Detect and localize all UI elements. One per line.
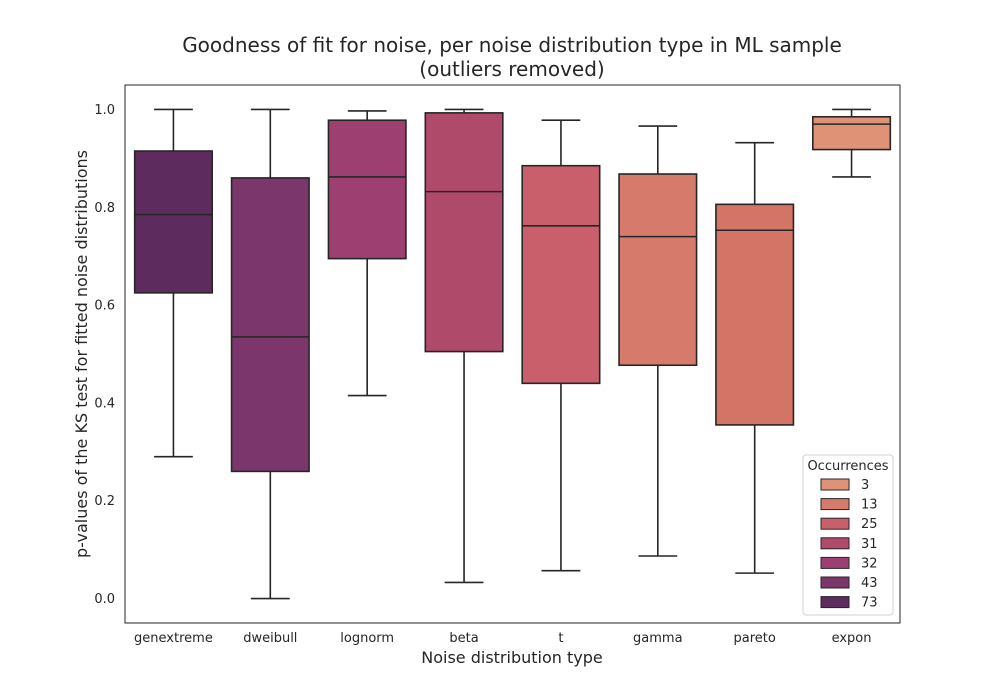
x-tick-label: dweibull	[243, 631, 297, 646]
legend-label: 25	[861, 517, 878, 532]
box-dweibull	[230, 108, 310, 600]
legend-entries: 3 13 25 31 32 43 73	[820, 478, 878, 611]
box-iqr-dweibull	[230, 177, 310, 473]
box-genextreme	[133, 108, 213, 458]
legend-label: 32	[861, 556, 878, 571]
legend-label: 43	[861, 576, 878, 591]
box-iqr-t	[521, 164, 601, 385]
y-tick-label: 0.2	[94, 494, 115, 509]
y-tick-label: 0.4	[94, 396, 115, 411]
legend-label: 3	[861, 478, 869, 493]
box-iqr-lognorm	[327, 119, 407, 260]
box-beta	[424, 108, 504, 584]
x-axis-label: Noise distribution type	[421, 648, 602, 667]
y-tick-label: 0.6	[94, 299, 115, 314]
plot-area	[133, 108, 892, 600]
x-tick-label: beta	[449, 631, 478, 646]
box-iqr-genextreme	[133, 150, 213, 294]
legend-label: 31	[861, 537, 878, 552]
x-tick-label: pareto	[734, 631, 776, 646]
legend: Occurrences 3 13 25 31 32 43 73	[802, 454, 894, 616]
chart-title-line-2: (outliers removed)	[419, 57, 604, 81]
y-tick-label: 1.0	[94, 103, 115, 118]
legend-swatch	[820, 596, 850, 609]
box-pareto	[715, 141, 795, 574]
x-tick-label: genextreme	[134, 631, 213, 646]
box-expon	[812, 108, 892, 178]
legend-swatch	[820, 556, 850, 569]
x-tick-label: t	[558, 631, 563, 646]
y-tick-label: 0.0	[94, 592, 115, 607]
box-lognorm	[327, 110, 407, 397]
y-tick-label: 0.8	[94, 201, 115, 216]
legend-swatch	[820, 576, 850, 589]
legend-frame	[802, 454, 894, 616]
x-axis-ticks: genextreme dweibull lognorm beta t gamma paret…	[134, 631, 871, 646]
y-axis-ticks: 0.0 0.2 0.4 0.6 0.8 1.0	[94, 103, 115, 607]
box-t	[521, 119, 601, 572]
legend-swatch	[820, 517, 850, 530]
legend-swatch	[820, 537, 850, 550]
plot-frame	[124, 84, 901, 624]
legend-swatch	[820, 498, 850, 511]
y-axis-label: p-values of the KS test for fitted noise…	[72, 150, 91, 558]
box-iqr-pareto	[715, 203, 795, 426]
box-iqr-expon	[812, 115, 892, 151]
legend-label: 13	[861, 498, 878, 513]
x-tick-label: lognorm	[340, 631, 394, 646]
x-tick-label: gamma	[633, 631, 683, 646]
box-iqr-beta	[424, 112, 504, 353]
box-iqr-gamma	[618, 173, 698, 367]
box-gamma	[618, 125, 698, 557]
chart-title-line-1: Goodness of fit for noise, per noise dis…	[182, 33, 842, 57]
legend-title: Occurrences	[807, 459, 888, 474]
legend-swatch	[820, 478, 850, 491]
x-tick-label: expon	[832, 631, 872, 646]
legend-label: 73	[861, 596, 878, 611]
